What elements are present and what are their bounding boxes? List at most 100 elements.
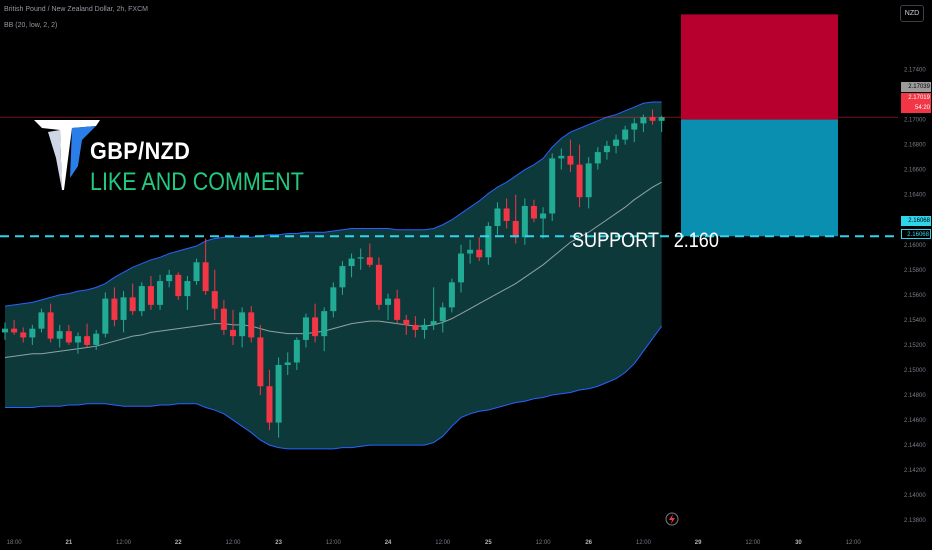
time-axis-tick-label: 21 (65, 540, 72, 546)
candle-body (375, 264, 382, 305)
support-price-tag: 2.16068 (901, 216, 931, 226)
last-price-tag: 2.17039 (901, 82, 931, 92)
candle-body (84, 336, 91, 345)
candle-body (622, 129, 629, 140)
price-axis-tick-label: 2.14800 (904, 393, 926, 399)
time-axis-tick-label: 12:00 (745, 540, 761, 546)
time-axis-tick-label: 12:00 (846, 540, 862, 546)
time-axis-tick-label: 12:00 (326, 540, 342, 546)
candle-body (631, 123, 638, 130)
candle-body (102, 298, 109, 334)
candle-body (220, 308, 227, 330)
candle-body (11, 328, 18, 333)
candle-body (494, 208, 501, 226)
time-axis-tick-label: 12:00 (435, 540, 451, 546)
candle-body (339, 266, 346, 288)
bollinger-middle-line (4, 181, 662, 358)
candle-body (658, 117, 665, 121)
candle-body (594, 152, 601, 164)
candle-body (448, 282, 455, 308)
time-axis-tick-label: 26 (585, 540, 592, 546)
time-axis-tick-label: 29 (695, 540, 702, 546)
candle-body (202, 262, 209, 292)
candle-body (576, 164, 583, 198)
candle-body (385, 298, 392, 305)
time-axis-tick-label: 18:00 (7, 540, 23, 546)
price-axis-tick-label: 2.15400 (904, 318, 926, 324)
candle-body (248, 312, 255, 338)
candle-body (603, 145, 610, 153)
candle-body (284, 362, 291, 365)
candle-body (521, 205, 528, 238)
stop-loss-box (681, 14, 838, 120)
candle-body (20, 332, 27, 338)
candle-body (412, 324, 419, 330)
currency-button[interactable]: NZD (900, 5, 924, 22)
candle-body (275, 364, 282, 423)
candle-body (430, 321, 437, 325)
candle-body (512, 220, 519, 238)
pair-title: GBP/NZD (90, 138, 191, 165)
candle-body (403, 319, 410, 325)
lightning-replay-icon[interactable] (665, 512, 679, 526)
candle-body (649, 117, 656, 121)
candle-body (293, 339, 300, 363)
candle-body (175, 274, 182, 297)
candle-body (330, 287, 337, 312)
candle-body (421, 324, 428, 330)
candle-body (549, 158, 556, 214)
candle-body (266, 386, 273, 423)
candle-body (239, 312, 246, 337)
candle-body (65, 331, 72, 343)
candle-body (29, 328, 36, 338)
time-axis-tick-label: 24 (385, 540, 392, 546)
time-axis-tick-label: 12:00 (116, 540, 132, 546)
bollinger-band-fill (5, 102, 662, 449)
price-axis-tick-label: 2.16600 (904, 168, 926, 174)
price-axis-tick-label: 2.15600 (904, 293, 926, 299)
symbol-description[interactable]: British Pound / New Zealand Dollar, 2h, … (4, 6, 148, 13)
time-axis-tick-label: 22 (175, 540, 182, 546)
brand-t-logo-icon (34, 120, 100, 190)
price-axis-tick-label: 2.16400 (904, 193, 926, 199)
candle-body (211, 291, 218, 309)
candle-body (540, 213, 547, 219)
candle-body (439, 307, 446, 322)
candle-body (166, 274, 173, 282)
candle-body (184, 281, 191, 297)
time-axis-tick-label: 12:00 (536, 540, 552, 546)
bar-countdown-tag: 54:20 (901, 103, 931, 113)
price-axis-tick-label: 2.17000 (904, 118, 926, 124)
support-price-tag-secondary: 2.16068 (901, 229, 931, 239)
time-axis-tick-label: 23 (275, 540, 282, 546)
candle-body (93, 333, 100, 345)
candle-body (348, 258, 355, 267)
candle-body (193, 262, 200, 282)
time-axis-tick-label: 12:00 (225, 540, 241, 546)
candle-body (458, 253, 464, 283)
price-axis-tick-label: 2.14400 (904, 443, 926, 449)
candle-body (2, 328, 8, 333)
price-axis-tick-label: 2.17400 (904, 67, 926, 73)
candle-body (138, 286, 145, 312)
time-axis-tick-label: 30 (795, 540, 802, 546)
take-profit-box (681, 119, 838, 237)
indicator-legend[interactable]: BB (20, low, 2, 2) (4, 22, 58, 29)
bollinger-upper-line (4, 101, 662, 307)
candle-body (74, 336, 81, 343)
candle-body (257, 337, 264, 387)
candle-body (585, 163, 592, 198)
candle-body (111, 298, 118, 320)
support-label: SUPPORT 2.160 (572, 229, 719, 252)
candle-body (129, 297, 136, 312)
like-and-comment-text: LIKE AND COMMENT (90, 168, 304, 196)
candle-body (530, 205, 537, 219)
candle-body (640, 117, 647, 124)
candle-body (120, 297, 127, 320)
candle-body (467, 249, 474, 254)
candle-body (147, 286, 154, 305)
candle-body (38, 312, 45, 329)
price-axis-tick-label: 2.14200 (904, 468, 926, 474)
